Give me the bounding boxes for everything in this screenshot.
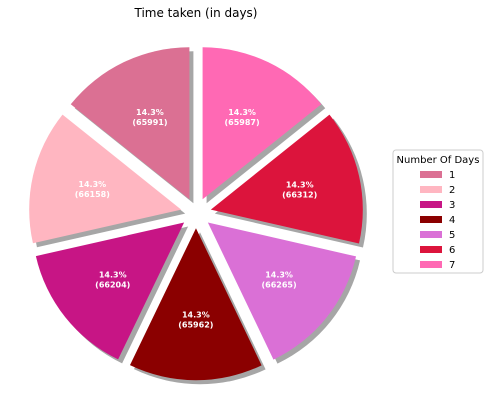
legend-label-4: 4 xyxy=(449,215,455,226)
legend-title: Number Of Days xyxy=(397,155,480,166)
slice-percent-label: 14.3% xyxy=(286,180,314,189)
legend-label-2: 2 xyxy=(449,185,455,196)
legend-swatch-5 xyxy=(420,231,442,238)
pie-slice-3 xyxy=(35,222,185,360)
pie-slice-1 xyxy=(70,47,190,200)
legend-label-5: 5 xyxy=(449,230,455,241)
slice-percent-label: 14.3% xyxy=(136,108,164,117)
chart-title: Time taken (in days) xyxy=(133,6,257,20)
slice-percent-label: 14.3% xyxy=(78,180,106,189)
pie-slice-4 xyxy=(129,228,262,381)
slice-value-label: (66158) xyxy=(75,190,110,199)
pie-slice-7 xyxy=(202,47,322,200)
legend-swatch-4 xyxy=(420,216,442,223)
legend-swatch-1 xyxy=(420,171,442,178)
slice-percent-label: 14.3% xyxy=(228,108,256,117)
legend-frame xyxy=(392,149,484,274)
slice-value-label: (65962) xyxy=(178,320,213,329)
slice-percent-label: 14.3% xyxy=(182,310,210,319)
legend-label-1: 1 xyxy=(449,170,455,181)
pie-slices xyxy=(29,47,363,381)
legend-swatch-3 xyxy=(420,201,442,208)
slice-labels: 14.3%(65991)14.3%(66158)14.3%(66204)14.3… xyxy=(75,108,318,329)
pie-slice-5 xyxy=(207,222,357,360)
legend-label-7: 7 xyxy=(449,260,455,271)
slice-value-label: (65991) xyxy=(132,118,167,127)
slice-value-label: (66312) xyxy=(282,190,317,199)
slice-value-label: (66204) xyxy=(95,280,130,289)
legend-label-6: 6 xyxy=(449,245,455,256)
pie-slice-2 xyxy=(29,114,182,244)
slice-value-label: (66265) xyxy=(262,280,297,289)
slice-percent-label: 14.3% xyxy=(99,270,127,279)
slice-value-label: (65987) xyxy=(224,118,259,127)
legend-swatch-2 xyxy=(420,186,442,193)
legend: Number Of Days 1 2 3 4 5 6 7 xyxy=(392,149,484,274)
legend-items: 1 2 3 4 5 6 7 xyxy=(420,170,455,271)
legend-label-3: 3 xyxy=(449,200,455,211)
pie-slice-6 xyxy=(210,114,363,244)
legend-swatch-7 xyxy=(420,261,442,268)
legend-swatch-6 xyxy=(420,246,442,253)
slice-percent-label: 14.3% xyxy=(265,270,293,279)
